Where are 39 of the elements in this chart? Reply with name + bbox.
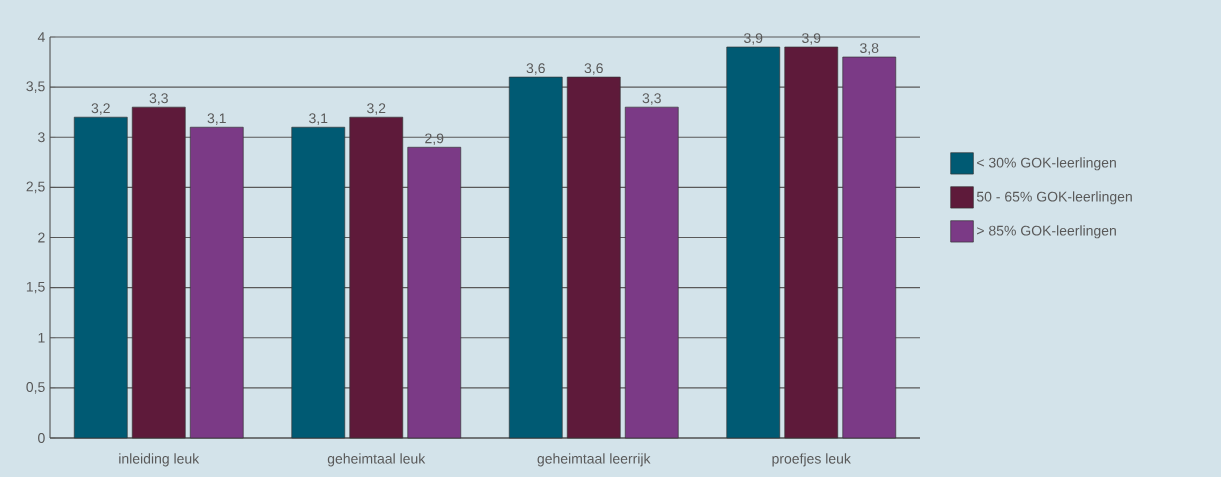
bar <box>131 106 186 439</box>
data-label: 3,2 <box>91 103 110 115</box>
x-tick-label: geheimtaal leerrijk <box>537 453 651 467</box>
bar <box>726 46 781 439</box>
bar <box>566 76 621 439</box>
y-tick-label: 0 <box>38 433 45 443</box>
bar <box>842 56 897 439</box>
y-tick-label: 4 <box>37 32 45 42</box>
y-tick-label: 1,5 <box>26 281 45 294</box>
data-label: 3,9 <box>802 33 821 45</box>
bar <box>508 76 563 439</box>
legend-label: < 30% GOK-leerlingen <box>977 157 1116 171</box>
y-tick-label: 3,5 <box>26 81 45 93</box>
x-tick-label: geheimtaal leuk <box>327 453 426 467</box>
x-tick-label: proefjes leuk <box>772 453 851 467</box>
y-tick-label: 1 <box>38 332 45 343</box>
data-label: 3,3 <box>149 93 168 105</box>
y-tick-label: 3 <box>38 132 45 143</box>
legend-label: > 85% GOK-leerlingen <box>977 225 1116 239</box>
y-tick-label: 2 <box>38 232 45 243</box>
bar <box>291 126 346 439</box>
data-label: 3,1 <box>309 113 328 125</box>
bar <box>407 146 462 439</box>
data-label: 3,2 <box>367 103 386 115</box>
data-label: 3,1 <box>207 113 226 125</box>
bar <box>189 126 244 439</box>
data-label: 3,6 <box>584 63 603 75</box>
bar <box>73 116 128 439</box>
y-tick-label: 2,5 <box>26 181 45 194</box>
bar <box>784 46 839 439</box>
legend-label: 50 - 65% GOK-leerlingen <box>976 191 1132 205</box>
x-tick-label: inleiding leuk <box>119 453 200 467</box>
data-label: 3,9 <box>744 33 763 45</box>
data-label: 3,8 <box>860 43 879 55</box>
bar <box>349 116 404 439</box>
bar <box>624 106 679 439</box>
data-label: 3,6 <box>526 63 545 75</box>
y-tick-label: 0,5 <box>26 382 45 394</box>
data-label: 3,3 <box>642 93 661 105</box>
